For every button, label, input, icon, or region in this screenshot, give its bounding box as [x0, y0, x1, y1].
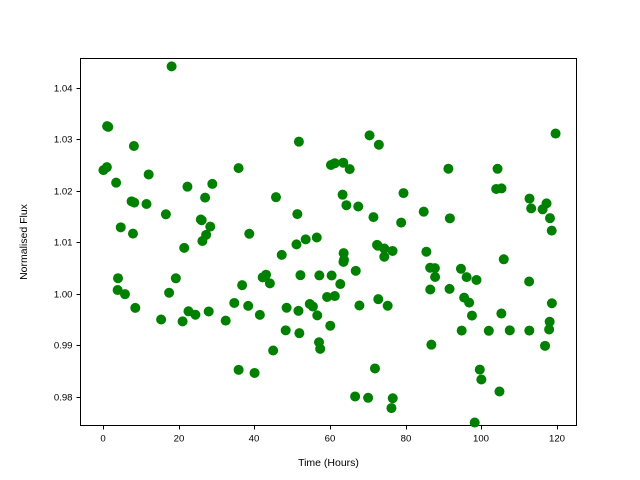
svg-text:Normalised Flux: Normalised Flux	[18, 203, 30, 280]
svg-text:100: 100	[473, 434, 489, 445]
svg-text:1.03: 1.03	[54, 135, 73, 146]
svg-text:60: 60	[325, 434, 336, 445]
svg-text:20: 20	[174, 434, 185, 445]
svg-text:80: 80	[401, 434, 412, 445]
svg-text:120: 120	[549, 434, 565, 445]
svg-text:1.02: 1.02	[54, 187, 73, 198]
svg-text:40: 40	[249, 434, 260, 445]
svg-text:Time (Hours): Time (Hours)	[298, 457, 359, 469]
svg-text:1.01: 1.01	[54, 238, 73, 249]
svg-text:0.98: 0.98	[54, 393, 73, 404]
svg-text:1.00: 1.00	[54, 290, 73, 301]
svg-text:1.04: 1.04	[54, 84, 73, 95]
svg-text:0: 0	[100, 434, 105, 445]
svg-text:0.99: 0.99	[54, 341, 73, 352]
